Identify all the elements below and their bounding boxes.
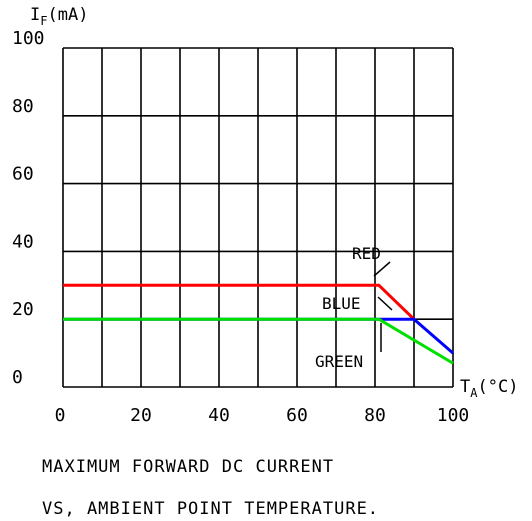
y-tick-label: 0 <box>12 367 23 388</box>
y-tick-labels: 0 20 40 60 80 100 <box>12 28 45 388</box>
caption-line-1: MAXIMUM FORWARD DC CURRENT <box>42 457 334 477</box>
x-tick-label: 0 <box>55 405 66 426</box>
x-tick-label: 100 <box>437 405 470 426</box>
caption-line-2: VS, AMBIENT POINT TEMPERATURE. <box>42 499 379 519</box>
x-axis-label-sub: A <box>470 386 478 400</box>
x-axis-label-unit: (°C) <box>477 377 518 397</box>
y-tick-label: 20 <box>12 299 34 320</box>
series-line-green <box>63 317 454 365</box>
x-axis-label-main: T <box>460 377 470 397</box>
x-axis-label: TA(°C) <box>460 377 518 400</box>
series-lines <box>63 283 454 365</box>
y-axis-label-unit: (mA) <box>47 5 88 25</box>
x-tick-label: 40 <box>208 405 230 426</box>
series-label-blue: BLUE <box>322 294 361 313</box>
x-tick-label: 80 <box>364 405 386 426</box>
y-axis-label-sub: F <box>40 14 47 28</box>
y-axis-label-main: I <box>30 5 40 25</box>
x-tick-label: 20 <box>130 405 152 426</box>
grid <box>62 47 454 388</box>
y-axis-label: IF(mA) <box>30 5 88 28</box>
y-tick-label: 100 <box>12 28 45 49</box>
series-label-green: GREEN <box>315 352 363 371</box>
series-label-green-group: GREEN <box>315 323 382 371</box>
series-label-red-group: RED <box>352 244 391 277</box>
leader-line-red <box>373 261 391 277</box>
leader-line-blue <box>377 296 393 311</box>
x-tick-labels: 0 20 40 60 80 100 <box>55 405 470 426</box>
series-label-red: RED <box>352 244 381 263</box>
y-tick-label: 60 <box>12 164 34 185</box>
y-tick-label: 40 <box>12 231 34 252</box>
series-label-blue-group: BLUE <box>322 294 393 313</box>
x-tick-label: 60 <box>286 405 308 426</box>
y-tick-label: 80 <box>12 96 34 117</box>
series-line-red <box>63 283 416 321</box>
